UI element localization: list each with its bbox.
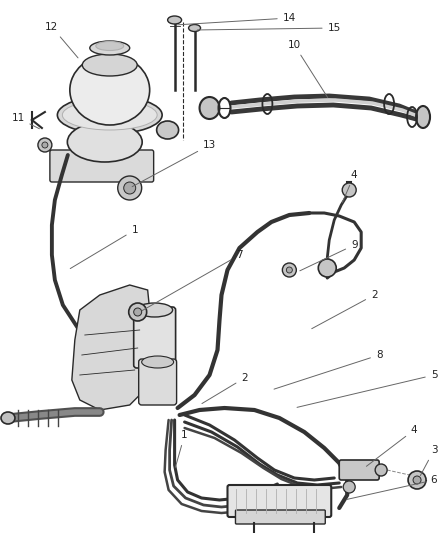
Ellipse shape xyxy=(70,55,150,125)
FancyBboxPatch shape xyxy=(227,485,331,517)
Text: 8: 8 xyxy=(274,350,382,389)
Circle shape xyxy=(124,182,136,194)
FancyBboxPatch shape xyxy=(50,150,154,182)
FancyBboxPatch shape xyxy=(236,510,325,524)
Circle shape xyxy=(408,471,426,489)
Text: 7: 7 xyxy=(142,250,243,311)
Text: 12: 12 xyxy=(45,22,78,58)
Ellipse shape xyxy=(62,100,157,130)
FancyBboxPatch shape xyxy=(139,359,177,405)
Ellipse shape xyxy=(1,412,15,424)
Ellipse shape xyxy=(90,41,130,55)
Ellipse shape xyxy=(200,97,219,119)
Ellipse shape xyxy=(141,356,173,368)
Ellipse shape xyxy=(96,42,124,51)
Text: 9: 9 xyxy=(300,240,357,271)
Text: 3: 3 xyxy=(420,445,437,475)
Text: 11: 11 xyxy=(11,113,39,129)
Ellipse shape xyxy=(67,122,142,162)
Circle shape xyxy=(286,267,292,273)
Circle shape xyxy=(38,138,52,152)
Ellipse shape xyxy=(416,106,430,128)
Text: 4: 4 xyxy=(367,425,417,466)
Text: 2: 2 xyxy=(312,290,378,329)
Circle shape xyxy=(129,303,147,321)
Text: 6: 6 xyxy=(347,475,437,499)
Ellipse shape xyxy=(189,25,201,31)
FancyBboxPatch shape xyxy=(134,307,176,368)
Text: 10: 10 xyxy=(288,40,328,98)
Ellipse shape xyxy=(168,16,182,24)
Ellipse shape xyxy=(57,96,162,134)
Circle shape xyxy=(42,142,48,148)
Circle shape xyxy=(283,263,297,277)
Ellipse shape xyxy=(82,54,137,76)
Circle shape xyxy=(118,176,141,200)
Circle shape xyxy=(342,183,356,197)
Text: 4: 4 xyxy=(343,170,357,203)
Text: 2: 2 xyxy=(202,373,248,403)
Polygon shape xyxy=(72,285,150,410)
Text: 1: 1 xyxy=(70,225,138,269)
Circle shape xyxy=(343,481,355,493)
Text: 14: 14 xyxy=(177,13,296,25)
Text: 15: 15 xyxy=(198,23,341,33)
Text: 1: 1 xyxy=(175,430,188,467)
Circle shape xyxy=(413,476,421,484)
Ellipse shape xyxy=(157,121,179,139)
Text: 13: 13 xyxy=(132,140,216,187)
Text: 5: 5 xyxy=(297,370,437,407)
Circle shape xyxy=(134,308,141,316)
Circle shape xyxy=(318,259,336,277)
Ellipse shape xyxy=(137,303,173,317)
FancyBboxPatch shape xyxy=(339,460,379,480)
Circle shape xyxy=(375,464,387,476)
